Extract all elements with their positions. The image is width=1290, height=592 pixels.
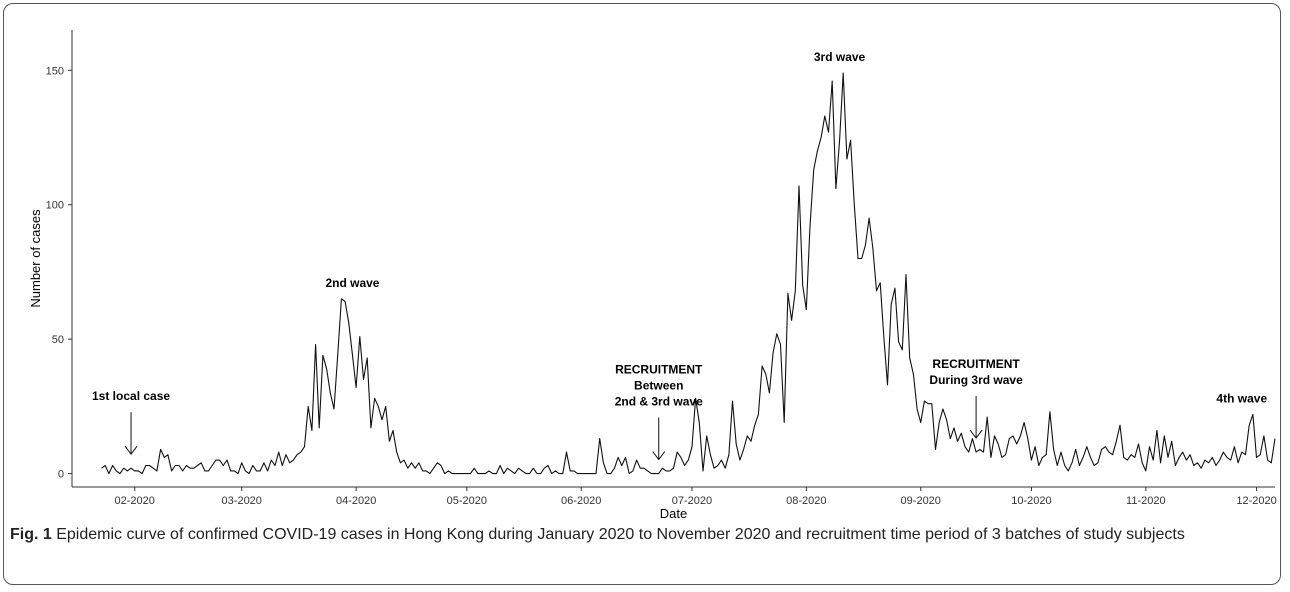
y-tick-label: 100	[46, 200, 64, 212]
y-tick-label: 150	[46, 65, 64, 77]
x-tick-label: 02-2020	[115, 495, 155, 507]
annotation-label: RECRUITMENT	[932, 357, 1020, 371]
annotation-label: RECRUITMENT	[615, 363, 703, 377]
annotation-label: 3rd wave	[814, 50, 866, 64]
y-axis-label: Number of cases	[28, 209, 43, 308]
y-tick-label: 0	[58, 469, 64, 481]
annotation-label: 4th wave	[1216, 391, 1267, 405]
annotation-label: Between	[634, 379, 683, 393]
x-tick-label: 06-2020	[561, 495, 601, 507]
x-tick-label: 05-2020	[447, 495, 487, 507]
caption-text: Epidemic curve of confirmed COVID-19 cas…	[56, 526, 1185, 543]
annotation-arrowhead	[969, 429, 983, 439]
figure-caption: Fig. 1 Epidemic curve of confirmed COVID…	[10, 523, 1260, 546]
x-tick-label: 12-2020	[1236, 495, 1276, 507]
x-tick-label: 03-2020	[222, 495, 262, 507]
annotation-label: During 3rd wave	[929, 373, 1023, 387]
annotation-label: 2nd & 3rd wave	[615, 395, 703, 409]
series-line-1	[101, 72, 1276, 475]
annotation-arrowhead	[124, 445, 138, 456]
x-tick-label: 08-2020	[786, 495, 826, 507]
x-tick-label: 07-2020	[672, 495, 712, 507]
x-tick-label: 11-2020	[1126, 495, 1166, 507]
y-tick-label: 50	[52, 334, 64, 346]
annotation-label: 1st local case	[92, 389, 170, 403]
annotation-arrowhead	[652, 451, 666, 461]
figure-label: Fig. 1	[10, 526, 52, 543]
x-tick-label: 09-2020	[901, 495, 941, 507]
x-tick-label: 04-2020	[336, 495, 376, 507]
epidemic-curve-chart: 0 50 100 150 02-2020 03-2020 04-2020 05-2020 06-…	[28, 30, 1277, 520]
x-tick-label: 10-2020	[1011, 495, 1051, 507]
figure-frame	[3, 3, 1281, 585]
x-axis-label: Date	[660, 506, 687, 520]
annotation-label: 2nd wave	[325, 276, 379, 290]
